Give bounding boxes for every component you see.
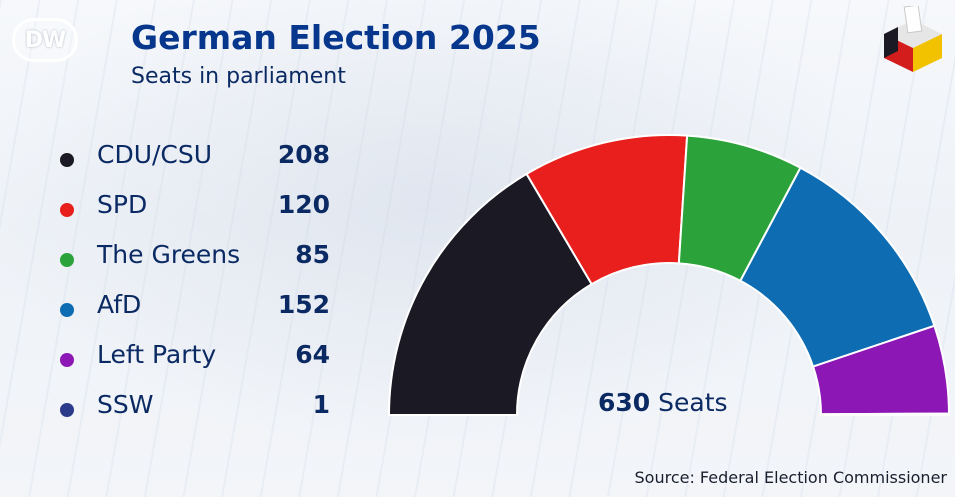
seat-distribution-chart: [387, 134, 951, 416]
legend-label: SPD: [97, 190, 148, 219]
legend-label: The Greens: [97, 240, 241, 269]
legend-item: Left Party 64: [60, 340, 340, 390]
total-seats-unit: Seats: [658, 388, 728, 417]
legend-label: Left Party: [97, 340, 217, 369]
legend-value: 64: [295, 340, 330, 369]
page-title: German Election 2025: [131, 18, 541, 57]
legend-item: SSW 1: [60, 390, 340, 440]
legend-item: AfD 152: [60, 290, 340, 340]
legend-value: 85: [295, 240, 330, 269]
legend-dot: [60, 203, 74, 217]
legend-label: CDU/CSU: [97, 140, 213, 169]
legend-label: SSW: [97, 390, 154, 419]
legend-value: 1: [312, 390, 330, 419]
legend-item: CDU/CSU 208: [60, 140, 340, 190]
logo-text: DW: [24, 27, 67, 53]
legend-dot: [60, 253, 74, 267]
legend-dot: [60, 353, 74, 367]
total-seats-value: 630: [598, 388, 651, 417]
total-seats-label: 630 Seats: [598, 388, 728, 417]
page-subtitle: Seats in parliament: [131, 64, 346, 89]
legend-label: AfD: [97, 290, 142, 319]
legend-item: SPD 120: [60, 190, 340, 240]
seat-segment-ssw: [819, 412, 951, 416]
legend-dot: [60, 403, 74, 417]
legend-dot: [60, 153, 74, 167]
source-note: Source: Federal Election Commissioner: [634, 468, 948, 487]
legend-dot: [60, 303, 74, 317]
legend-value: 152: [277, 290, 330, 319]
legend-item: The Greens 85: [60, 240, 340, 290]
legend-value: 120: [277, 190, 330, 219]
ballot-box-icon: [884, 6, 942, 72]
legend-value: 208: [277, 140, 330, 169]
chart-legend: CDU/CSU 208 SPD 120 The Greens 85 AfD 152 Left P…: [60, 140, 340, 440]
dw-logo: DW: [12, 18, 78, 62]
seat-segment-cdu-csu: [387, 172, 594, 416]
